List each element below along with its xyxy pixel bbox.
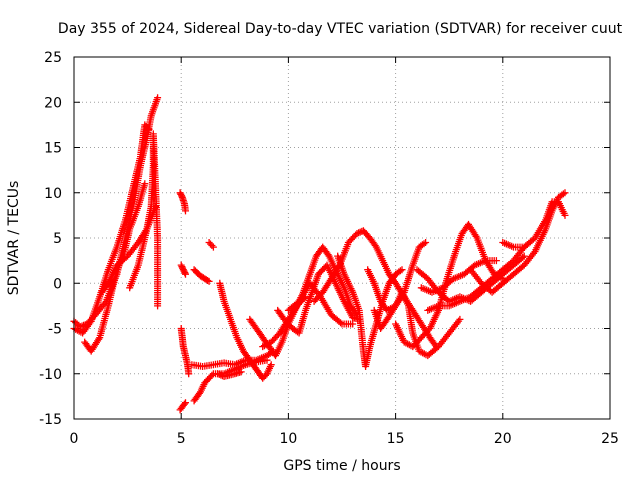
series-arc-13 <box>188 347 277 370</box>
x-axis: 0 5 10 15 20 25 <box>70 57 619 447</box>
y-tick-label: -15 <box>39 412 62 428</box>
data-point <box>237 368 245 376</box>
data-point <box>205 277 213 285</box>
data-point <box>185 370 193 378</box>
x-tick-label: 15 <box>387 431 405 447</box>
data-point <box>267 361 275 369</box>
x-tick-label: 20 <box>494 431 512 447</box>
data-point <box>182 207 189 215</box>
data-point <box>420 240 428 248</box>
series-arc-15 <box>216 279 275 382</box>
data-point <box>204 277 212 284</box>
data-point <box>208 371 216 379</box>
data-point <box>561 189 569 197</box>
y-tick-label: -10 <box>39 367 62 383</box>
data-point <box>95 335 103 343</box>
series-arc-5 <box>126 130 162 310</box>
data-point <box>561 211 569 219</box>
data-point <box>559 190 567 198</box>
data-point <box>176 189 184 197</box>
data-point <box>182 270 189 278</box>
plot-frame <box>73 56 611 420</box>
data-point <box>145 125 153 133</box>
series-arc-9 <box>176 399 189 414</box>
data-point <box>349 320 357 328</box>
series-arc-20 <box>310 227 440 351</box>
data-point <box>337 319 344 327</box>
data-point <box>154 94 162 102</box>
series-arc-14 <box>214 368 245 380</box>
data-point <box>422 239 430 246</box>
series-arc-7 <box>177 261 189 278</box>
data-point <box>154 302 162 310</box>
y-tick-label: -5 <box>48 322 62 338</box>
y-tick-label: 15 <box>44 141 62 157</box>
chart-title: Day 355 of 2024, Sidereal Day-to-day VTE… <box>58 21 623 37</box>
series-arc-19 <box>259 293 310 351</box>
data-point <box>217 371 225 379</box>
data-point <box>215 370 223 378</box>
x-tick-label: 0 <box>70 431 79 447</box>
y-tick-label: 20 <box>44 95 62 111</box>
data-point <box>86 319 94 327</box>
data-point <box>398 266 406 274</box>
data-point <box>179 266 187 274</box>
series-arc-6 <box>176 189 189 215</box>
data-point <box>519 253 527 261</box>
data-point <box>178 263 186 271</box>
y-tick-label: 0 <box>53 276 62 292</box>
data-point <box>144 124 152 132</box>
series-arc-11 <box>205 239 217 251</box>
data-point <box>209 243 217 251</box>
series-arc-27 <box>417 257 500 296</box>
data-point <box>177 261 185 269</box>
data-point <box>520 252 528 260</box>
data-point <box>181 269 189 277</box>
y-tick-label: 10 <box>44 186 62 202</box>
y-tick-label: 5 <box>53 231 62 247</box>
data-point <box>179 264 187 272</box>
data-point <box>355 229 363 237</box>
series-arc-8 <box>177 325 193 378</box>
data-point <box>180 400 188 408</box>
data-point <box>396 267 404 275</box>
x-tick-label: 10 <box>279 431 297 447</box>
x-tick-label: 5 <box>177 431 186 447</box>
data-point <box>302 293 310 301</box>
series-arc-10 <box>190 266 213 285</box>
data-point <box>492 257 500 265</box>
data-point <box>177 190 185 198</box>
series-arc-29 <box>499 198 569 251</box>
data-point <box>456 315 464 323</box>
y-axis-label: SDTVAR / TECUs <box>6 181 22 296</box>
data-point <box>300 294 308 302</box>
y-tick-label: 25 <box>44 50 62 66</box>
plot-area <box>70 94 569 414</box>
data-point <box>182 399 189 407</box>
x-axis-label: GPS time / hours <box>283 458 400 474</box>
x-tick-label: 25 <box>601 431 619 447</box>
data-point <box>141 180 149 188</box>
data-point <box>353 230 361 237</box>
series-arc-23 <box>370 239 430 332</box>
series-arc-28 <box>467 189 569 296</box>
data-point <box>208 242 216 249</box>
data-point <box>178 192 186 200</box>
data-point <box>180 267 188 275</box>
